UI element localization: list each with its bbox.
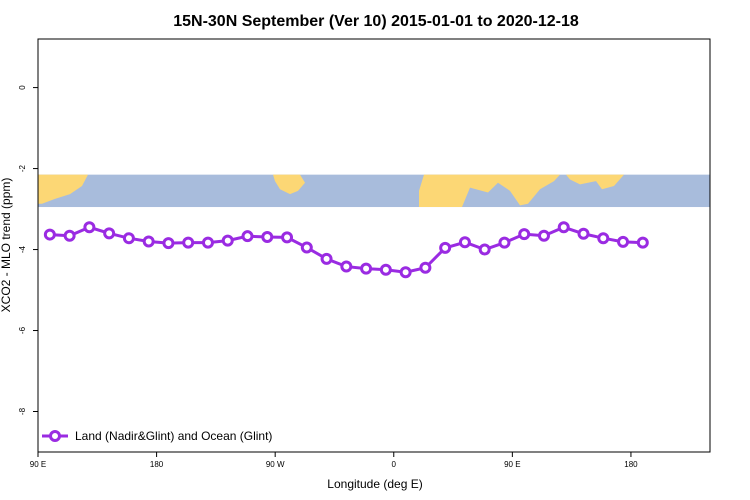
data-point [300, 241, 313, 254]
data-point [320, 252, 333, 265]
x-tick-label-5: 180 [624, 460, 638, 469]
x-axis-label: Longitude (deg E) [327, 477, 422, 491]
data-point [498, 236, 511, 249]
data-point [83, 221, 96, 234]
y-tick-label-4: -8 [18, 407, 27, 415]
data-point [340, 260, 353, 273]
map-land-0 [38, 174, 88, 204]
data-point [597, 232, 610, 245]
data-point [162, 237, 175, 250]
y-tick-label-0: 0 [18, 85, 27, 90]
legend-label: Land (Nadir&Glint) and Ocean (Glint) [75, 429, 272, 443]
chart-title: 15N-30N September (Ver 10) 2015-01-01 to… [173, 13, 579, 30]
data-point [617, 235, 630, 248]
data-point [182, 236, 195, 249]
map-land-3 [566, 174, 624, 190]
data-point [103, 227, 116, 240]
x-axis: 90 E 180 90 W 0 90 E 180 [30, 452, 638, 469]
world-map-band [38, 174, 710, 208]
data-point [201, 236, 214, 249]
data-point [221, 234, 234, 247]
data-point [122, 232, 135, 245]
data-point [557, 221, 570, 234]
data-point [63, 229, 76, 242]
data-point [360, 262, 373, 275]
data-point [636, 236, 649, 249]
data-point [478, 243, 491, 256]
data-point [537, 229, 550, 242]
legend: Land (Nadir&Glint) and Ocean (Glint) [42, 429, 272, 443]
x-tick-label-2: 90 W [266, 460, 285, 469]
y-axis-label: XCO2 - MLO trend (ppm) [0, 178, 13, 313]
data-point [419, 261, 432, 274]
map-land-2 [419, 174, 560, 208]
data-point [439, 241, 452, 254]
series-layer [43, 221, 649, 279]
data-point [518, 228, 531, 241]
y-tick-label-2: -4 [18, 245, 27, 253]
data-point [142, 235, 155, 248]
data-point [379, 263, 392, 276]
x-tick-label-1: 180 [150, 460, 164, 469]
y-tick-label-3: -6 [18, 326, 27, 334]
data-point [241, 230, 254, 243]
data-point [577, 227, 590, 240]
plot-frame [37, 38, 711, 453]
data-point [281, 231, 294, 244]
x-tick-label-4: 90 E [504, 460, 520, 469]
data-point [458, 236, 471, 249]
data-point [261, 230, 274, 243]
data-point [399, 266, 412, 279]
x-tick-label-3: 0 [392, 460, 397, 469]
map-land-1 [273, 174, 305, 195]
data-point [43, 228, 56, 241]
y-tick-label-1: -2 [18, 164, 27, 172]
legend-marker [49, 430, 61, 442]
y-axis: 0 -2 -4 -6 -8 [18, 85, 38, 415]
x-tick-label-0: 90 E [30, 460, 46, 469]
